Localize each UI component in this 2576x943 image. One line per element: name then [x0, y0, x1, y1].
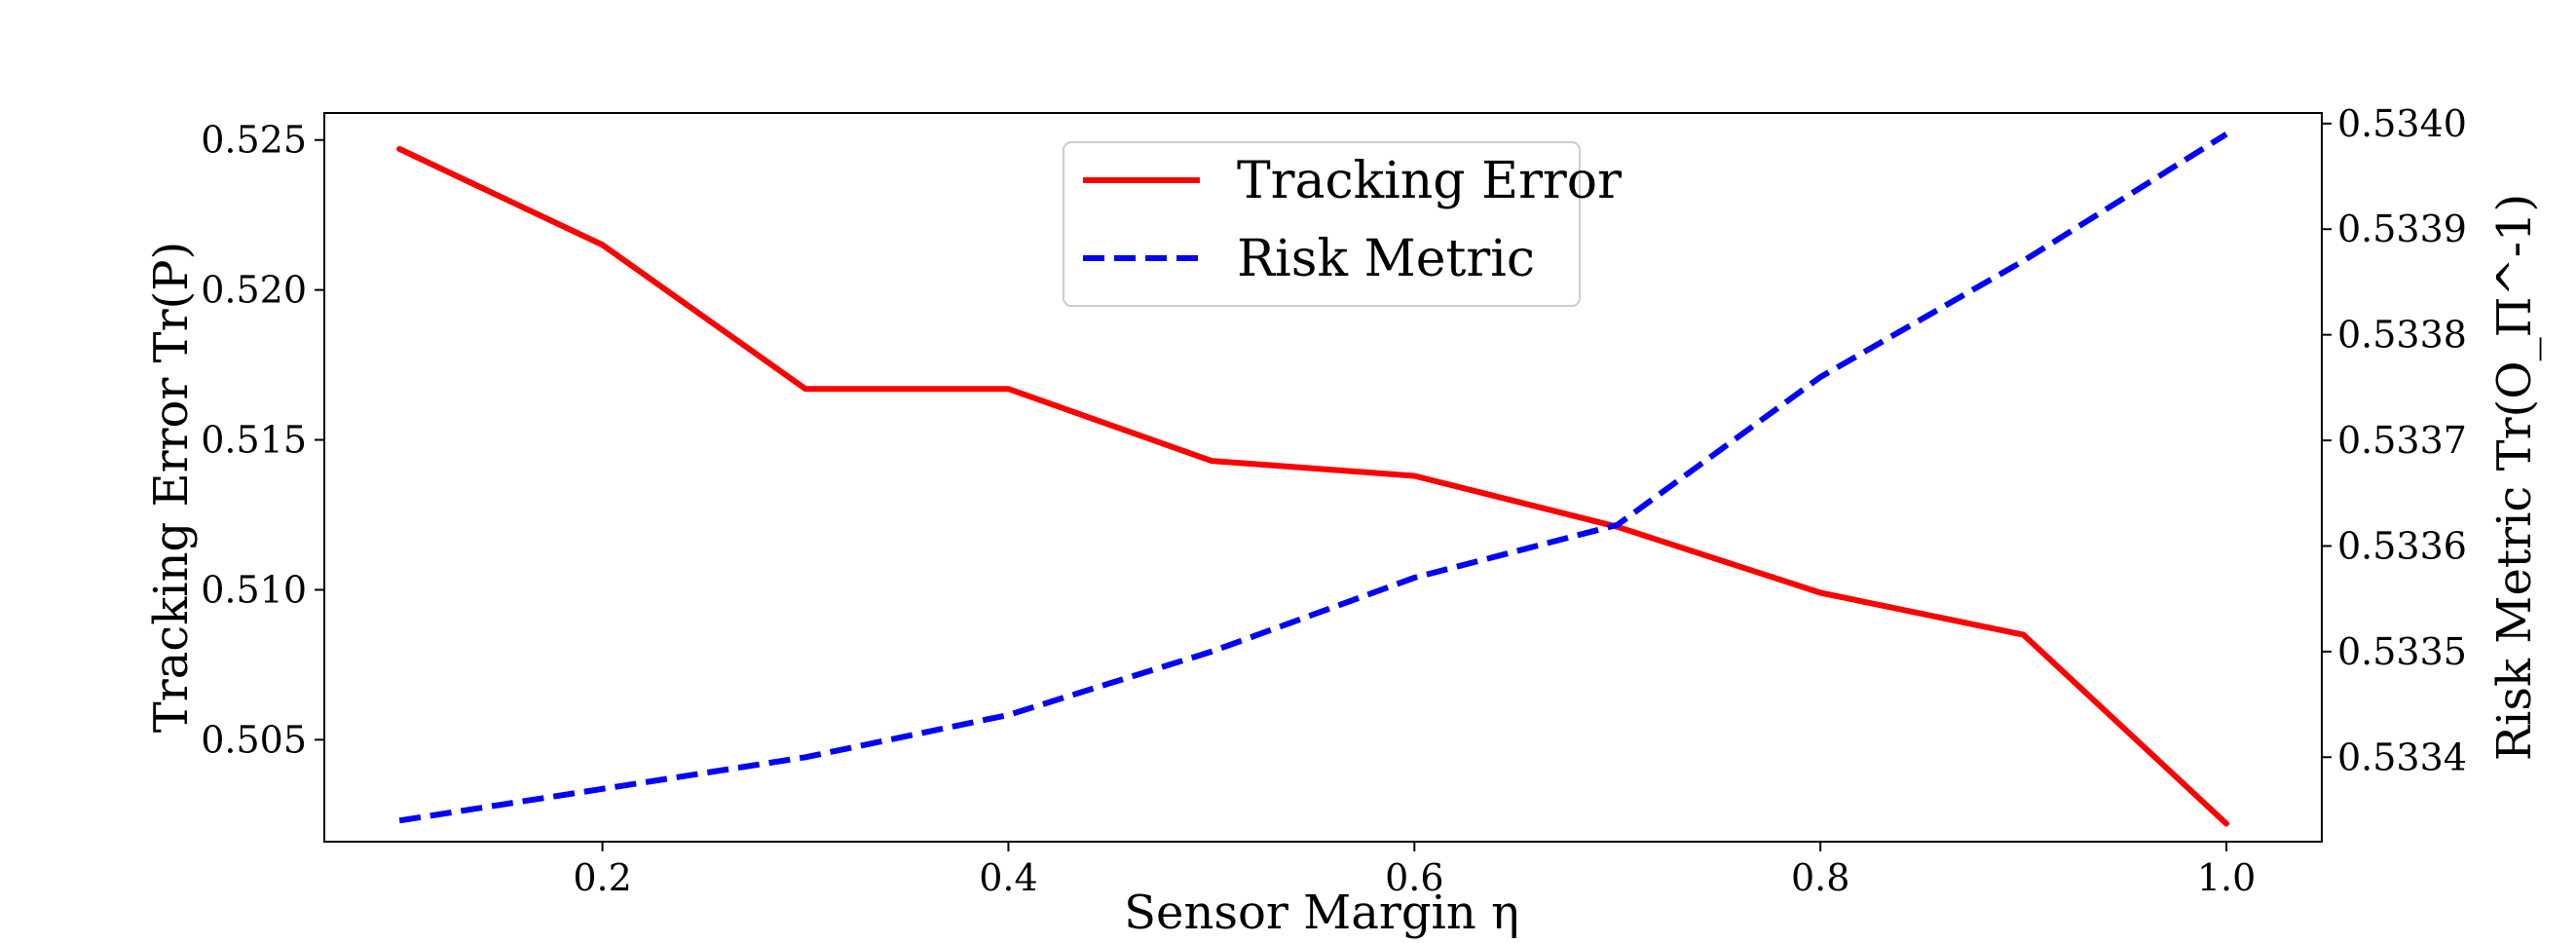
left-y-tick-label: 0.510 — [201, 568, 307, 611]
x-tick-label: 0.4 — [979, 856, 1037, 899]
right-y-tick-label: 0.5340 — [2337, 102, 2467, 145]
x-tick-label: 0.8 — [1791, 856, 1849, 899]
left-y-tick-label: 0.520 — [201, 269, 307, 312]
x-tick-label: 0.2 — [573, 856, 631, 899]
left-y-tick-label: 0.505 — [201, 718, 307, 761]
legend-label-risk-metric: Risk Metric — [1237, 230, 1535, 288]
right-y-tick-label: 0.5338 — [2337, 314, 2467, 357]
right-y-tick-label: 0.5335 — [2337, 630, 2467, 673]
x-axis-label: Sensor Margin η — [1124, 886, 1519, 940]
left-y-axis-label: Tracking Error Tr(P) — [144, 242, 199, 734]
right-y-axis-label: Risk Metric Tr(O_Π^-1) — [2487, 194, 2542, 761]
right-y-tick-label: 0.5334 — [2337, 736, 2467, 778]
left-y-tick-label: 0.515 — [201, 419, 307, 462]
left-y-axis-ticks: 0.505 0.510 0.515 0.520 0.525 — [201, 119, 324, 761]
legend-label-tracking-error: Tracking Error — [1237, 152, 1622, 210]
right-y-tick-label: 0.5336 — [2337, 524, 2467, 567]
legend: Tracking Error Risk Metric — [1063, 141, 1622, 307]
right-y-tick-label: 0.5337 — [2337, 419, 2467, 462]
series-lines — [396, 132, 2229, 827]
x-tick-label: 0.6 — [1385, 856, 1443, 899]
series-line-risk-metric — [398, 132, 2228, 824]
series-line-tracking-error — [396, 145, 2229, 827]
right-y-tick-label: 0.5339 — [2337, 207, 2467, 250]
left-y-tick-label: 0.525 — [201, 119, 307, 162]
axes-frame — [323, 112, 2323, 843]
x-axis-ticks: 0.2 0.4 0.6 0.8 1.0 — [573, 842, 2256, 899]
plot-frame — [323, 112, 2323, 843]
x-tick-label: 1.0 — [2197, 856, 2256, 899]
right-y-axis-ticks: 0.5334 0.5335 0.5336 0.5337 0.5338 0.5339 0.53… — [2322, 102, 2467, 778]
